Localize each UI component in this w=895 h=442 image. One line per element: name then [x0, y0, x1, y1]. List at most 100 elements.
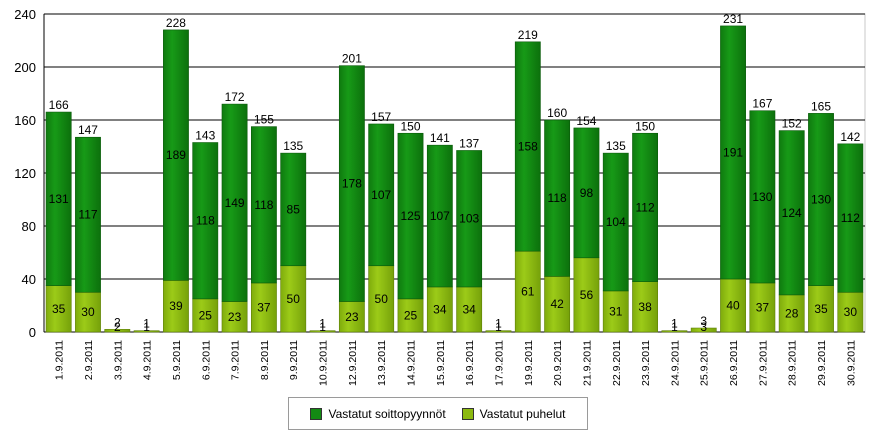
- bar-value-label-puhelut: 2: [114, 320, 121, 334]
- bar-segment-vastatut-puhelut: [544, 276, 571, 333]
- bar-value-label-soittopyynnot: 118: [548, 191, 567, 205]
- bar-value-label-soittopyynnot: 107: [371, 188, 391, 202]
- bar-segment-vastatut-soittopyynnot: [192, 142, 219, 300]
- x-tick-label: 24.9.2011: [669, 340, 681, 386]
- bar-value-label-soittopyynnot: 124: [782, 206, 802, 220]
- bar-total-label: 157: [371, 110, 391, 124]
- bar-total-label: 172: [225, 90, 245, 104]
- bar-segment-vastatut-soittopyynnot: [720, 25, 746, 280]
- bar-value-label-puhelut: 35: [814, 302, 828, 316]
- x-tick-label: 16.9.2011: [464, 340, 476, 386]
- bar-value-label-soittopyynnot: 178: [342, 177, 362, 191]
- bar-value-label-puhelut: 61: [521, 285, 535, 299]
- x-tick-label: 29.9.2011: [816, 340, 828, 386]
- bar-segment-vastatut-puhelut: [456, 286, 483, 333]
- bar-segment-vastatut-soittopyynnot: [837, 143, 864, 293]
- bar-value-label-soittopyynnot: 118: [254, 198, 273, 212]
- x-tick-label: 2.9.2011: [83, 340, 95, 380]
- bar-value-label-puhelut: 35: [52, 302, 66, 316]
- bar-segment-vastatut-puhelut: [426, 286, 453, 333]
- bar-segment-vastatut-soittopyynnot: [280, 152, 307, 267]
- bar-value-label-soittopyynnot: 107: [430, 209, 450, 223]
- x-tick-label: 12.9.2011: [347, 340, 359, 386]
- y-tick-label: 0: [29, 325, 36, 340]
- legend-swatch-series-2: [461, 407, 474, 420]
- x-tick-label: 19.9.2011: [523, 340, 535, 386]
- bar-segment-vastatut-soittopyynnot: [338, 65, 365, 302]
- bar-total-label: 142: [840, 130, 860, 144]
- bar-segment-vastatut-soittopyynnot: [221, 103, 248, 302]
- bar-value-label-soittopyynnot: 131: [49, 192, 69, 206]
- bar-segment-vastatut-soittopyynnot: [778, 130, 805, 296]
- bar-value-label-puhelut: 39: [169, 299, 183, 313]
- x-tick-label: 15.9.2011: [435, 340, 447, 386]
- x-tick-label: 9.9.2011: [288, 340, 300, 380]
- x-tick-label: 5.9.2011: [171, 340, 183, 380]
- x-tick-label: 21.9.2011: [581, 340, 593, 386]
- bar-segment-vastatut-puhelut: [309, 330, 336, 333]
- bar-value-label-soittopyynnot: 117: [78, 208, 97, 222]
- bar-segment-vastatut-puhelut: [749, 282, 776, 333]
- bar-value-label-puhelut: 56: [580, 288, 594, 302]
- bar-segment-vastatut-puhelut: [661, 330, 688, 333]
- bar-segment-vastatut-puhelut: [280, 265, 307, 333]
- x-tick-label: 25.9.2011: [699, 340, 711, 386]
- bar-segment-vastatut-puhelut: [632, 281, 658, 333]
- bar-segment-vastatut-soittopyynnot: [456, 150, 483, 288]
- bar-total-label: 135: [283, 139, 303, 153]
- bar-segment-vastatut-soittopyynnot: [602, 152, 629, 292]
- bar-value-label-puhelut: 1: [495, 320, 502, 334]
- bar-value-label-puhelut: 28: [785, 306, 799, 320]
- bar-total-label: 201: [342, 52, 362, 66]
- bar-total-label: 150: [635, 119, 655, 133]
- bar-segment-vastatut-soittopyynnot: [632, 132, 658, 282]
- bar-total-label: 1: [495, 317, 502, 331]
- y-tick-label: 80: [22, 219, 36, 234]
- bar-segment-vastatut-puhelut: [602, 290, 629, 333]
- bar-segment-vastatut-soittopyynnot: [368, 123, 395, 267]
- legend-item-series-2: Vastatut puhelut: [461, 407, 566, 421]
- y-tick-label: 120: [14, 166, 36, 181]
- bar-value-label-puhelut: 40: [726, 299, 740, 313]
- bar-value-label-puhelut: 37: [257, 300, 271, 314]
- bar-value-label-puhelut: 31: [609, 304, 623, 318]
- bar-segment-vastatut-puhelut: [808, 285, 834, 333]
- bar-value-label-puhelut: 23: [345, 310, 359, 324]
- bar-segment-vastatut-puhelut: [75, 291, 101, 333]
- bar-segment-vastatut-soittopyynnot: [749, 110, 776, 284]
- bar-total-label: 154: [576, 114, 596, 128]
- bar-total-label: 1: [671, 317, 678, 331]
- x-tick-label: 14.9.2011: [406, 340, 418, 386]
- bar-total-label: 219: [518, 28, 538, 42]
- bar-segment-vastatut-puhelut: [485, 330, 512, 333]
- bar-segment-vastatut-soittopyynnot: [573, 127, 600, 259]
- y-tick-label: 40: [22, 272, 36, 287]
- bar-value-label-soittopyynnot: 125: [401, 209, 421, 223]
- bar-value-label-soittopyynnot: 189: [166, 148, 186, 162]
- y-tick-label: 160: [14, 113, 36, 128]
- bar-value-label-puhelut: 30: [81, 305, 95, 319]
- x-tick-label: 4.9.2011: [142, 340, 154, 380]
- bar-total-label: 228: [166, 16, 186, 30]
- bar-value-label-soittopyynnot: 118: [196, 214, 215, 228]
- bar-value-label-soittopyynnot: 85: [287, 202, 301, 216]
- bar-segment-vastatut-puhelut: [573, 257, 600, 333]
- bar-value-label-puhelut: 34: [433, 302, 447, 316]
- bar-segment-vastatut-puhelut: [163, 280, 189, 333]
- legend: Vastatut soittopyynnöt Vastatut puhelut: [288, 397, 588, 430]
- x-tick-label: 8.9.2011: [259, 340, 271, 380]
- bar-value-label-puhelut: 3: [700, 320, 707, 334]
- bar-segment-vastatut-soittopyynnot: [808, 113, 834, 286]
- bar-value-label-soittopyynnot: 104: [606, 215, 626, 229]
- bar-segment-vastatut-puhelut: [514, 250, 541, 333]
- x-tick-label: 1.9.2011: [54, 340, 66, 380]
- bar-total-label: 2: [114, 315, 121, 329]
- legend-label-series-1: Vastatut soittopyynnöt: [328, 406, 446, 421]
- bar-total-label: 231: [723, 12, 743, 26]
- bar-total-label: 166: [49, 98, 69, 112]
- bar-segment-vastatut-soittopyynnot: [397, 132, 424, 300]
- bar-value-label-puhelut: 1: [143, 320, 150, 334]
- x-tick-label: 23.9.2011: [640, 340, 652, 386]
- bar-total-label: 141: [430, 131, 450, 145]
